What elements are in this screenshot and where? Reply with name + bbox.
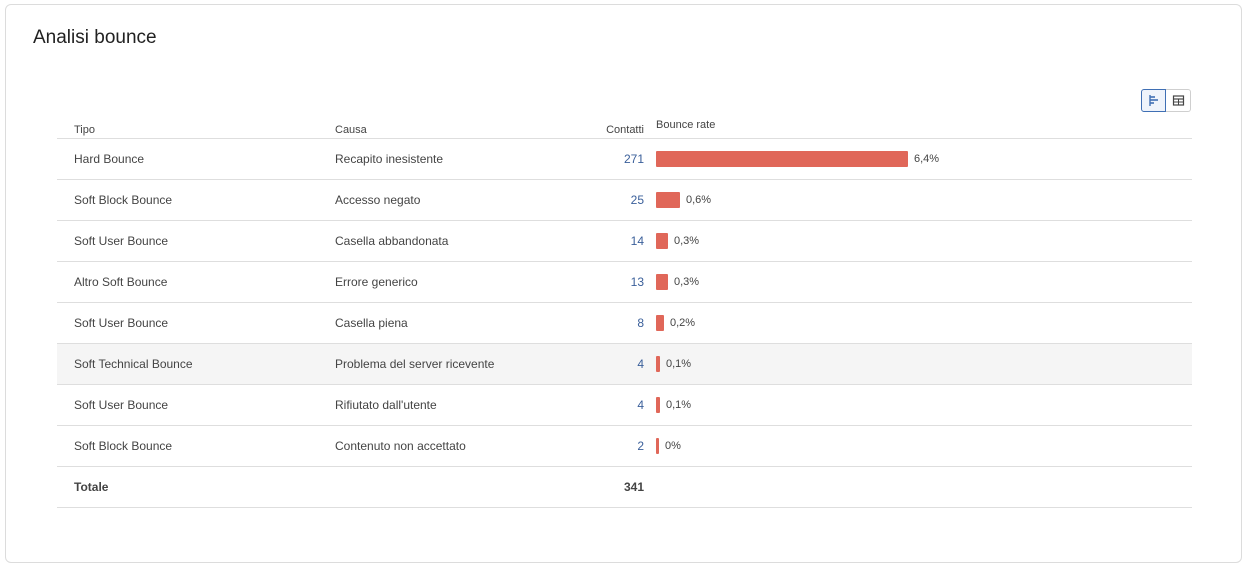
row-causa: Casella piena (335, 316, 408, 330)
table-row: Soft Technical Bounce Problema del server… (57, 344, 1192, 385)
row-bounce-rate: 0,3% (656, 221, 699, 261)
row-bounce-rate: 0,1% (656, 385, 691, 425)
table-row: Altro Soft Bounce Errore generico 13 0,3% (57, 262, 1192, 303)
row-bounce-rate: 0% (656, 426, 681, 466)
chart-view-button[interactable] (1141, 89, 1166, 112)
table-row: Hard Bounce Recapito inesistente 271 6,4% (57, 139, 1192, 180)
bounce-rate-label: 0,3% (674, 276, 700, 288)
bounce-rate-label: 0,6% (686, 194, 712, 206)
row-causa: Accesso negato (335, 193, 421, 207)
bounce-rate-bar (656, 274, 668, 290)
view-toggle (1141, 89, 1191, 112)
bounce-table: Tipo Causa Contatti Bounce rate Hard Bou… (57, 111, 1192, 508)
bounce-rate-label: 0% (665, 440, 681, 452)
total-contatti: 341 (623, 480, 644, 494)
row-causa: Problema del server ricevente (335, 357, 495, 371)
row-contatti-link[interactable]: 13 (630, 275, 644, 289)
row-causa: Contenuto non accettato (335, 439, 466, 453)
row-causa: Recapito inesistente (335, 152, 444, 166)
row-tipo: Hard Bounce (74, 152, 145, 166)
header-bounce-rate-label: Bounce rate (656, 118, 716, 131)
bounce-rate-bar (656, 151, 908, 167)
bounce-rate-bar (656, 233, 668, 249)
row-bounce-rate: 6,4% (656, 139, 939, 179)
table-total-row: Totale 341 (57, 467, 1192, 508)
row-contatti-link[interactable]: 4 (637, 398, 644, 412)
bounce-rate-label: 0,1% (666, 399, 692, 411)
bar-chart-icon (1149, 95, 1158, 106)
header-tipo[interactable]: Tipo (74, 124, 95, 136)
bounce-rate-label: 0,3% (674, 235, 700, 247)
table-grid-icon (1172, 95, 1184, 106)
table-header-row: Tipo Causa Contatti Bounce rate (57, 111, 1192, 139)
bounce-analysis-card: Analisi bounce Tipo Causa Contatti Bounc (5, 4, 1242, 563)
row-bounce-rate: 0,6% (656, 180, 711, 220)
row-tipo: Soft Technical Bounce (74, 357, 193, 371)
table-row: Soft User Bounce Casella piena 8 0,2% (57, 303, 1192, 344)
bounce-rate-label: 0,1% (666, 358, 692, 370)
row-causa: Rifiutato dall'utente (335, 398, 437, 412)
row-bounce-rate: 0,3% (656, 262, 699, 302)
bounce-rate-label: 6,4% (914, 153, 940, 165)
row-tipo: Soft Block Bounce (74, 439, 173, 453)
row-tipo: Soft User Bounce (74, 398, 169, 412)
row-bounce-rate: 0,2% (656, 303, 695, 343)
card-title: Analisi bounce (33, 27, 157, 48)
row-contatti-link[interactable]: 271 (623, 152, 644, 166)
row-causa: Casella abbandonata (335, 234, 449, 248)
bounce-rate-bar (656, 315, 664, 331)
row-bounce-rate: 0,1% (656, 344, 691, 384)
row-contatti-link[interactable]: 25 (630, 193, 644, 207)
header-bounce-rate[interactable]: Bounce rate (656, 111, 715, 138)
table-row: Soft Block Bounce Accesso negato 25 0,6% (57, 180, 1192, 221)
row-contatti-link[interactable]: 4 (637, 357, 644, 371)
row-tipo: Soft Block Bounce (74, 193, 173, 207)
header-causa[interactable]: Causa (335, 124, 367, 136)
bounce-rate-bar (656, 438, 659, 454)
bounce-rate-bar (656, 397, 660, 413)
row-tipo: Soft User Bounce (74, 234, 169, 248)
total-label: Totale (74, 480, 109, 494)
header-contatti[interactable]: Contatti (606, 124, 644, 136)
bounce-rate-label: 0,2% (670, 317, 696, 329)
bounce-rate-bar (656, 356, 660, 372)
row-causa: Errore generico (335, 275, 418, 289)
table-view-button[interactable] (1166, 89, 1191, 112)
row-tipo: Soft User Bounce (74, 316, 169, 330)
row-contatti-link[interactable]: 14 (630, 234, 644, 248)
row-contatti-link[interactable]: 2 (637, 439, 644, 453)
bounce-rate-bar (656, 192, 680, 208)
table-row: Soft User Bounce Casella abbandonata 14 0,3… (57, 221, 1192, 262)
row-tipo: Altro Soft Bounce (74, 275, 168, 289)
table-row: Soft Block Bounce Contenuto non accettato… (57, 426, 1192, 467)
row-contatti-link[interactable]: 8 (637, 316, 644, 330)
table-row: Soft User Bounce Rifiutato dall'utente 4 0,… (57, 385, 1192, 426)
